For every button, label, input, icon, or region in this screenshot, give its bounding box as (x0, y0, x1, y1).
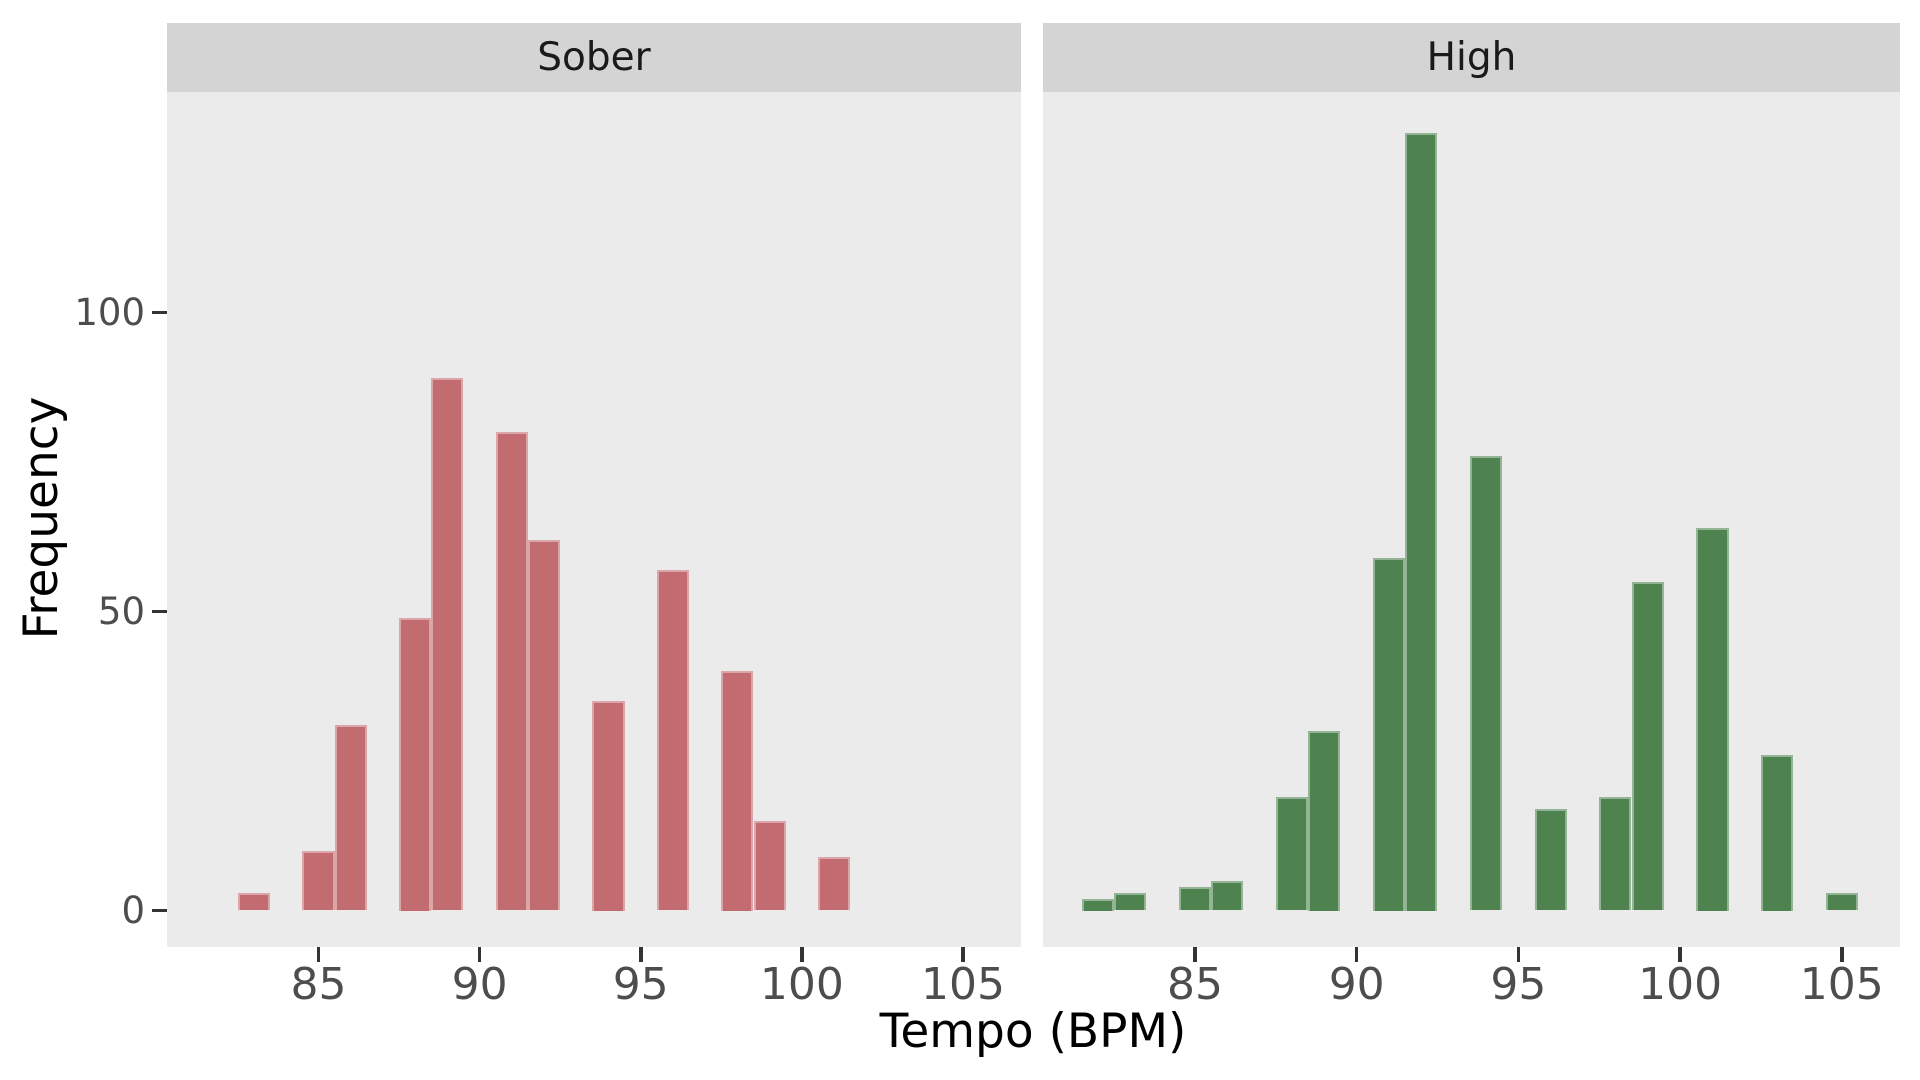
histogram-bar-sober-99 (753, 820, 786, 911)
x-tick-label-sober-90: 90 (451, 959, 508, 1010)
histogram-bar-sober-98 (721, 671, 754, 911)
x-tick-mark-sober-90 (477, 947, 482, 962)
facet-strip-label-sober: Sober (537, 35, 651, 80)
x-tick-mark-high-100 (1678, 947, 1682, 962)
x-tick-label-high-105: 105 (1799, 959, 1884, 1010)
x-tick-mark-sober-105 (961, 947, 965, 962)
histogram-bar-high-82 (1081, 898, 1115, 911)
histogram-bar-sober-86 (334, 725, 367, 911)
histogram-bar-high-91 (1372, 557, 1406, 911)
histogram-bar-sober-83 (237, 892, 271, 911)
x-tick-label-sober-100: 100 (759, 959, 844, 1010)
histogram-bar-high-99 (1631, 581, 1664, 911)
y-tick-mark-50 (152, 609, 167, 614)
x-tick-mark-high-105 (1840, 947, 1844, 962)
x-tick-label-high-100: 100 (1638, 959, 1723, 1010)
y-tick-label-100: 100 (74, 290, 145, 334)
histogram-bar-high-85 (1178, 886, 1212, 911)
facet-strip-sober: Sober (167, 23, 1021, 92)
histogram-bar-high-101 (1696, 527, 1729, 911)
x-tick-mark-sober-95 (639, 947, 643, 962)
y-tick-label-0: 0 (121, 888, 145, 932)
y-tick-mark-0 (152, 908, 167, 913)
histogram-bar-high-98 (1599, 796, 1632, 911)
histogram-bar-high-105 (1825, 892, 1858, 911)
y-tick-label-50: 50 (97, 589, 145, 633)
histogram-bar-high-96 (1534, 808, 1567, 911)
histogram-bar-high-86 (1211, 880, 1244, 911)
y-tick-mark-100 (152, 310, 167, 315)
x-tick-mark-high-95 (1516, 947, 1521, 962)
histogram-bar-sober-91 (495, 432, 528, 911)
x-tick-label-high-85: 85 (1167, 959, 1223, 1010)
x-tick-label-high-95: 95 (1490, 959, 1547, 1010)
x-tick-label-high-90: 90 (1328, 959, 1385, 1010)
histogram-bar-high-92 (1405, 133, 1438, 911)
histogram-bar-sober-96 (656, 569, 689, 911)
histogram-bar-sober-88 (399, 617, 432, 911)
x-tick-label-sober-85: 85 (290, 959, 347, 1010)
histogram-bar-sober-85 (302, 850, 335, 911)
x-tick-label-sober-95: 95 (612, 959, 669, 1010)
histogram-bar-high-89 (1308, 731, 1341, 911)
histogram-bar-sober-92 (527, 539, 561, 911)
y-axis-title: Frequency (13, 396, 69, 640)
x-tick-mark-high-85 (1193, 947, 1197, 962)
histogram-bar-high-88 (1275, 796, 1309, 911)
histogram-bar-high-94 (1469, 456, 1503, 911)
histogram-bar-high-103 (1760, 755, 1794, 911)
histogram-bar-sober-101 (818, 856, 851, 911)
x-tick-mark-sober-100 (800, 947, 804, 962)
histogram-bar-sober-89 (431, 378, 464, 911)
x-tick-mark-high-90 (1354, 947, 1359, 962)
histogram-bar-high-83 (1114, 892, 1147, 911)
x-tick-mark-sober-85 (316, 947, 321, 962)
x-axis-title: Tempo (BPM) (879, 1004, 1187, 1059)
x-tick-label-sober-105: 105 (921, 959, 1005, 1010)
facet-strip-high: High (1043, 23, 1900, 92)
facet-strip-label-high: High (1426, 35, 1517, 80)
histogram-bar-sober-94 (592, 701, 625, 911)
